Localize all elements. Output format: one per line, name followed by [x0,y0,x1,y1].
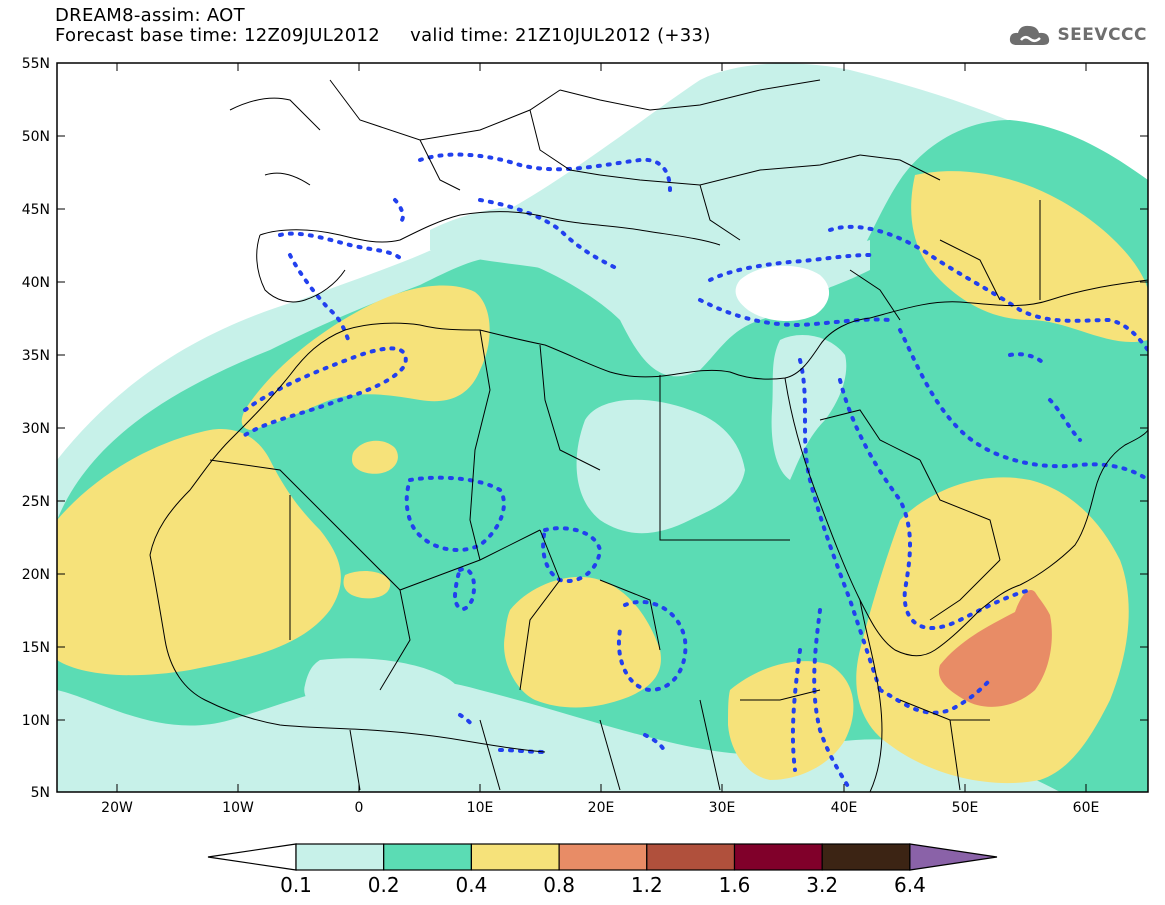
lat-tick-label: 35N [22,348,50,364]
colorbar-label: 0.1 [280,873,312,897]
colorbar-label: 3.2 [806,873,838,897]
map-title: DREAM8-assim: AOT Forecast base time: 12… [55,6,711,46]
colorbar: 0.1 0.2 0.4 0.8 1.2 1.6 3.2 6.4 [207,843,998,897]
colorbar-label: 0.2 [368,873,400,897]
colorbar-under-arrow [207,843,297,871]
aot-field [57,63,1148,792]
coastlines [149,79,1148,792]
colorbar-over-arrow [909,843,998,871]
lat-tick-label: 5N [31,785,50,801]
lon-tick-label: 10E [467,800,494,816]
aot-zone-0.1-central [576,399,745,534]
lat-tick-label: 20N [22,567,50,583]
lon-tick-label: 60E [1073,800,1100,816]
colorbar-bin [646,843,736,871]
colorbar-label: 0.8 [543,873,575,897]
aot-zone-0.4-horn [728,661,854,780]
lat-tick-label: 25N [22,494,50,510]
aot-zone-0.8-arabia [938,590,1052,707]
lon-tick-label: 40E [831,800,858,816]
lat-tick-label: 10N [22,713,50,729]
lon-tick-label: 30E [709,800,736,816]
colorbar-label: 6.4 [894,873,926,897]
lon-tick-label: 10W [222,800,254,816]
colorbar-bin [295,843,385,871]
dust-contours [243,152,1148,792]
lat-tick-label: 45N [22,202,50,218]
lat-tick-label: 50N [22,129,50,145]
aot-zone-low-turkey [735,265,830,322]
lon-tick-label: 0 [355,800,364,816]
cloud-icon [1010,25,1050,45]
lon-axis: 20W 10W 0 10E 20E 30E 40E 50E 60E [101,63,1099,816]
logo-text: SEEVCCC [1057,25,1147,45]
lat-tick-label: 55N [22,56,50,72]
aot-zone-0.4-westafrica [57,429,341,676]
lon-tick-label: 20W [101,800,133,816]
colorbar-bin [558,843,648,871]
lat-tick-label: 30N [22,421,50,437]
aot-zone-0.4-maghreb [241,285,490,430]
lat-tick-label: 40N [22,275,50,291]
aot-zone-0.1-sahel [304,658,465,729]
colorbar-label: 1.2 [631,873,663,897]
colorbar-label: 0.4 [455,873,487,897]
lon-tick-label: 50E [952,800,979,816]
seevccc-logo: SEEVCCC [1007,20,1147,50]
lon-tick-label: 20E [588,800,615,816]
aot-zone-0.4-caspian [911,171,1148,343]
title-product: DREAM8-assim: AOT [55,5,245,26]
colorbar-bin [733,843,823,871]
colorbar-bin [470,843,560,871]
aot-zone-0.1-tigris [771,335,847,480]
colorbar-bin [821,843,911,871]
aot-zone-0.4-algeria-spot [352,440,398,474]
aot-zone-0.4-niger [343,570,391,599]
colorbar-label: 1.6 [719,873,751,897]
aot-zone-0.4-chad [504,576,661,708]
title-times: Forecast base time: 12Z09JUL2012 valid t… [55,25,711,46]
lat-axis: 55N 50N 45N 40N 35N 30N 25N 20N 15N 10N … [22,56,1148,801]
colorbar-bin [383,843,473,871]
lat-tick-label: 15N [22,640,50,656]
